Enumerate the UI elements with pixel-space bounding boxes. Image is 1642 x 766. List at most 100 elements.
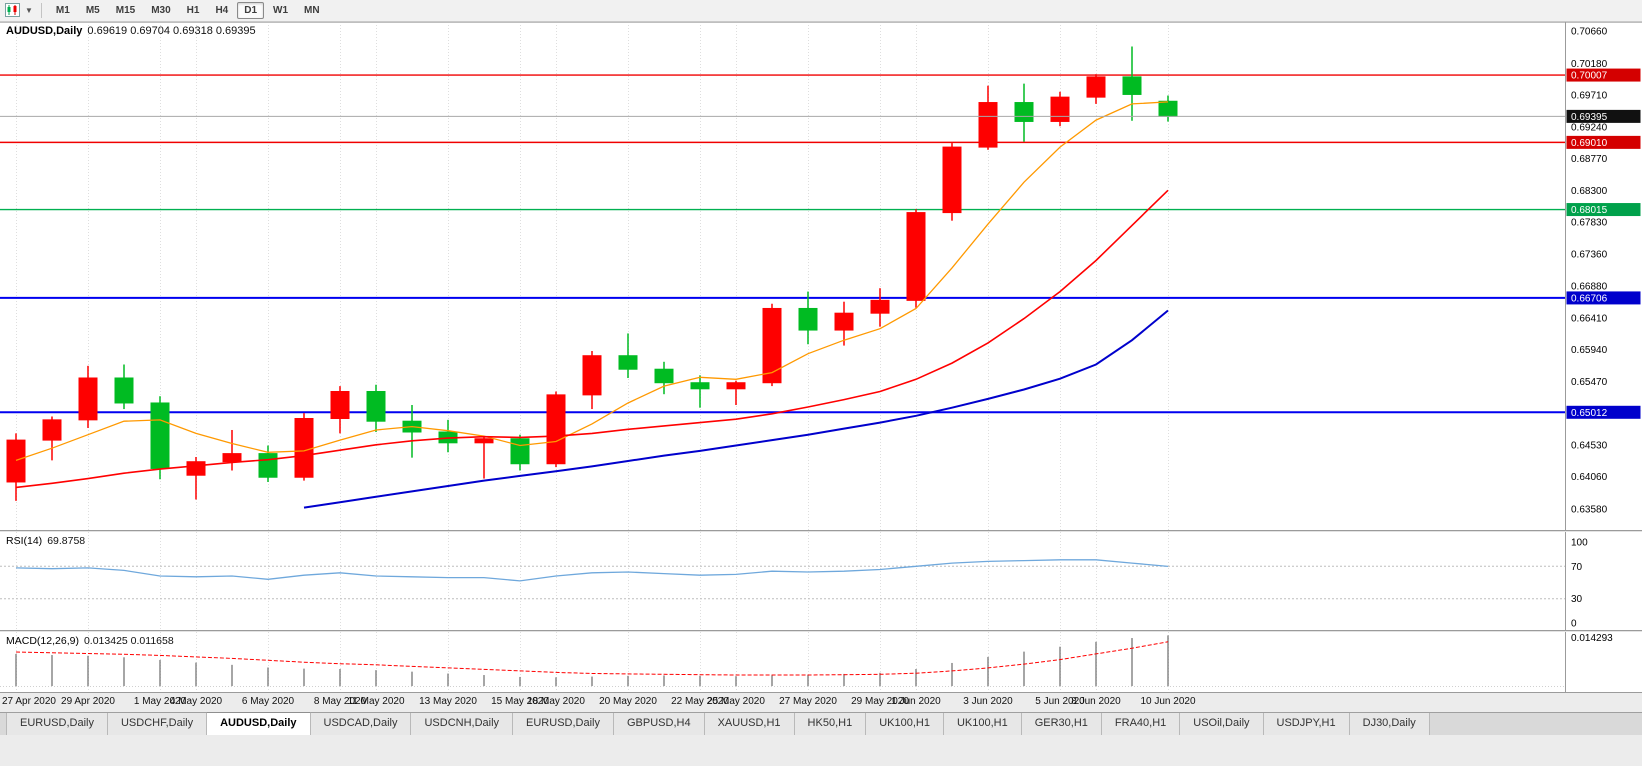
macd-indicator-panel[interactable]: MACD(12,26,9) 0.013425 0.011658 0.014293: [0, 632, 1642, 692]
chart-tab-eurusd-daily[interactable]: EURUSD,Daily: [513, 713, 614, 735]
svg-text:0.67830: 0.67830: [1571, 218, 1608, 229]
timeframe-button-m5[interactable]: M5: [85, 5, 100, 16]
chart-tab-usdcnh-daily[interactable]: USDCNH,Daily: [411, 713, 514, 735]
main-chart-panel[interactable]: AUDUSD,Daily 0.69619 0.69704 0.69318 0.69…: [0, 22, 1642, 530]
chart-tab-fra40-h1[interactable]: FRA40,H1: [1101, 713, 1181, 735]
candle: [618, 355, 638, 370]
candle: [258, 453, 278, 478]
date-tick-label: 25 May 2020: [707, 696, 765, 707]
timeframe-button-w1[interactable]: W1: [273, 5, 289, 16]
chart-tab-uk100-h1[interactable]: UK100,H1: [943, 713, 1022, 735]
chevron-down-icon: ▼: [25, 6, 33, 15]
chart-tab-gbpusd-h4[interactable]: GBPUSD,H4: [614, 713, 705, 735]
candle: [978, 102, 998, 148]
date-tick-label: 8 Jun 2020: [1071, 696, 1121, 707]
date-tick-label: 4 May 2020: [169, 696, 223, 707]
svg-text:0.69395: 0.69395: [1571, 112, 1608, 123]
horizontal-level-lines[interactable]: [0, 74, 1565, 414]
chart-tab-eurusd-daily[interactable]: EURUSD,Daily: [6, 713, 108, 735]
timeframe-button-h4[interactable]: H4: [215, 5, 229, 16]
chart-tab-usoil-daily[interactable]: USOil,Daily: [1180, 713, 1264, 735]
candle: [906, 212, 926, 301]
resistance-line-2-badge: [1566, 135, 1641, 149]
svg-text:0.65940: 0.65940: [1571, 345, 1608, 356]
price-axis: 0.70660 0.70180 0.69710 0.69240 0.68770 0.683…: [1571, 26, 1608, 515]
candle: [1050, 96, 1070, 122]
timeframe-button-h1[interactable]: H1: [186, 5, 200, 16]
svg-text:0.63580: 0.63580: [1571, 504, 1608, 515]
chart-type-dropdown[interactable]: ▼: [5, 3, 33, 18]
candle: [582, 355, 602, 396]
svg-text:0: 0: [1571, 619, 1577, 630]
rsi-line: [15, 559, 1169, 582]
svg-text:0.66706: 0.66706: [1571, 293, 1608, 304]
candle: [6, 439, 26, 483]
rsi-chart-canvas[interactable]: 100 70 30 0: [0, 532, 1642, 630]
chart-tab-usdchf-daily[interactable]: USDCHF,Daily: [107, 713, 208, 735]
price-chart-canvas[interactable]: 0.70660 0.70180 0.69710 0.69240 0.68770 0.683…: [0, 22, 1642, 530]
timeframe-button-d1[interactable]: D1: [237, 2, 265, 19]
date-axis[interactable]: 27 Apr 2020 29 Apr 2020 1 May 2020 4 May 20…: [0, 692, 1642, 712]
chart-tab-xauusd-h1[interactable]: XAUUSD,H1: [704, 713, 795, 735]
chart-title: AUDUSD,Daily 0.69619 0.69704 0.69318 0.69…: [6, 25, 256, 37]
candles-layer: [6, 46, 1178, 501]
rsi-name: RSI(14): [6, 535, 43, 547]
chart-tab-usdjpy-h1[interactable]: USDJPY,H1: [1263, 713, 1350, 735]
date-tick-label: 5 Jun 2020: [1035, 696, 1085, 707]
ma-slow-blue: [303, 309, 1169, 509]
svg-text:0.66410: 0.66410: [1571, 313, 1608, 324]
candle: [510, 438, 530, 465]
svg-text:0.66880: 0.66880: [1571, 282, 1608, 293]
svg-text:0.64060: 0.64060: [1571, 472, 1608, 483]
candle: [798, 307, 818, 331]
chart-tab-hk50-h1[interactable]: HK50,H1: [794, 713, 867, 735]
timeframe-button-m15[interactable]: M15: [115, 5, 136, 16]
chart-tab-ger30-h1[interactable]: GER30,H1: [1021, 713, 1102, 735]
panel-divider[interactable]: [0, 630, 1642, 632]
macd-values: 0.013425 0.011658: [83, 635, 174, 647]
candle: [1122, 76, 1142, 95]
macd-chart-canvas[interactable]: 0.014293: [0, 632, 1642, 692]
candle: [1014, 102, 1034, 122]
rsi-indicator-panel[interactable]: RSI(14) 69.8758 100 70 30 0: [0, 532, 1642, 630]
chart-tab-usdcad-daily[interactable]: USDCAD,Daily: [310, 713, 412, 735]
candle: [546, 394, 566, 465]
chart-tab-audusd-daily[interactable]: AUDUSD,Daily: [207, 712, 311, 735]
timeframe-button-m30[interactable]: M30: [151, 5, 171, 16]
svg-text:0.69710: 0.69710: [1571, 91, 1608, 102]
svg-text:0.65470: 0.65470: [1571, 377, 1608, 388]
chart-tab-uk100-h1[interactable]: UK100,H1: [866, 713, 944, 735]
chart-tab-dj30-daily[interactable]: DJ30,Daily: [1349, 713, 1430, 735]
date-tick-label: 1 Jun 2020: [891, 696, 941, 707]
candle: [186, 461, 206, 476]
candle: [690, 382, 710, 390]
candle: [366, 390, 386, 422]
bid-price-line-badge: [1566, 109, 1641, 123]
candle: [222, 453, 242, 463]
rsi-axis: 100 70 30 0: [1571, 538, 1588, 630]
vertical-gridlines: [16, 532, 1169, 630]
svg-text:0.68300: 0.68300: [1571, 186, 1608, 197]
support-line-blue-2-badge: [1566, 405, 1641, 419]
candle: [1158, 100, 1178, 117]
date-tick-label: 13 May 2020: [419, 696, 477, 707]
panel-divider[interactable]: [0, 530, 1642, 532]
candle: [942, 146, 962, 214]
svg-text:0.70180: 0.70180: [1571, 59, 1608, 70]
vertical-gridlines: [16, 22, 1169, 530]
date-tick-label: 29 Apr 2020: [61, 696, 115, 707]
svg-text:0.69240: 0.69240: [1571, 122, 1608, 133]
timeframe-buttons: M1 M5 M15 M30 H1 H4 D1 W1 MN: [48, 2, 328, 19]
ma-fast-orange: [15, 101, 1169, 462]
window-bottom-area: [0, 735, 1642, 766]
svg-text:0.68770: 0.68770: [1571, 154, 1608, 165]
candle: [1086, 76, 1106, 98]
date-tick-label: 29 May 2020: [851, 696, 909, 707]
candle: [834, 312, 854, 331]
svg-text:0.68015: 0.68015: [1571, 205, 1608, 216]
rsi-label: RSI(14) 69.8758: [6, 535, 85, 547]
timeframe-button-mn[interactable]: MN: [304, 5, 320, 16]
support-line-blue-1-badge: [1566, 291, 1641, 305]
timeframe-button-m1[interactable]: M1: [55, 5, 70, 16]
rsi-value: 69.8758: [47, 535, 86, 547]
